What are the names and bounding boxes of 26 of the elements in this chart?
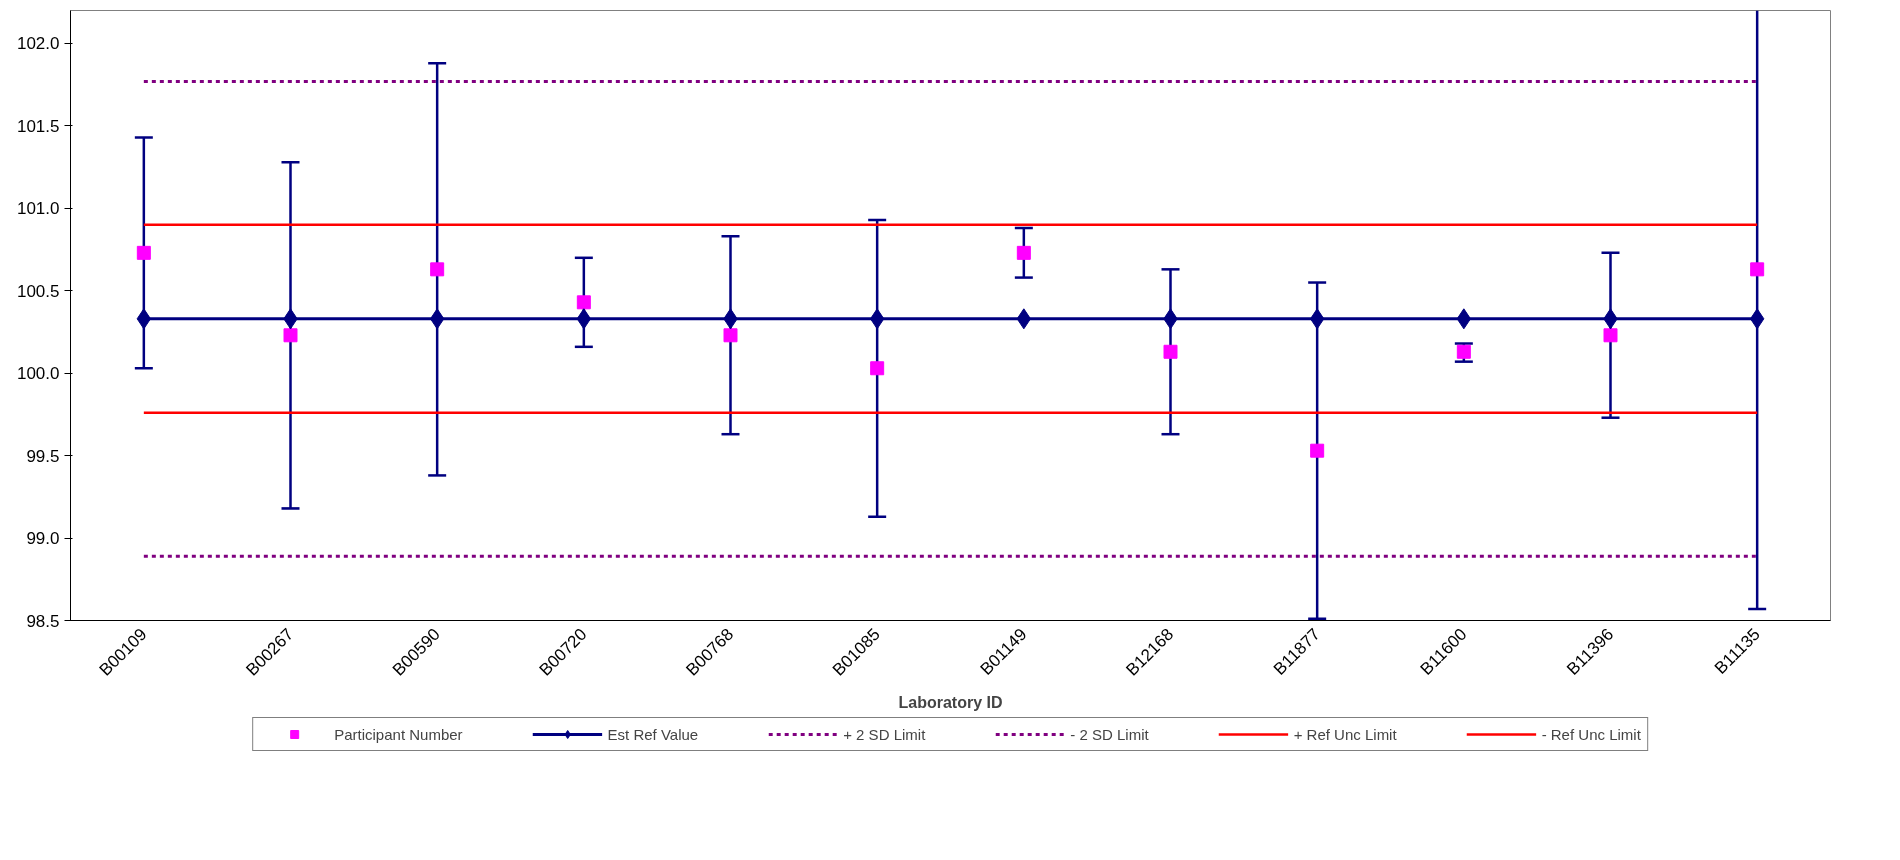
point bbox=[430, 262, 445, 277]
point bbox=[1603, 328, 1618, 343]
legend-label: + Ref Unc Limit bbox=[1293, 725, 1397, 743]
y-tick-label: 99.0 bbox=[26, 529, 60, 549]
point bbox=[1750, 262, 1765, 277]
point bbox=[870, 361, 885, 376]
point bbox=[576, 295, 591, 310]
point bbox=[1163, 344, 1178, 359]
legend-label: Est Ref Value bbox=[607, 725, 699, 743]
legend-label: - 2 SD Limit bbox=[1070, 725, 1149, 743]
y-tick-label: 101.0 bbox=[16, 199, 60, 219]
legend-label: Participant Number bbox=[334, 725, 463, 743]
y-tick-label: 98.5 bbox=[26, 611, 60, 631]
point bbox=[136, 245, 151, 260]
legend-label: + 2 SD Limit bbox=[843, 725, 926, 743]
point bbox=[723, 328, 738, 343]
y-tick-label: 102.0 bbox=[16, 34, 60, 54]
point bbox=[1016, 245, 1031, 260]
y-tick-label: 101.5 bbox=[16, 116, 60, 136]
legend-label: - Ref Unc Limit bbox=[1541, 725, 1641, 743]
y-tick-label: 99.5 bbox=[26, 446, 60, 466]
y-tick-label: 100.0 bbox=[16, 364, 60, 384]
point bbox=[1310, 443, 1325, 458]
y-tick-label: 100.5 bbox=[16, 281, 60, 301]
point bbox=[283, 328, 298, 343]
x-axis-title: Laboratory ID bbox=[898, 694, 1003, 712]
